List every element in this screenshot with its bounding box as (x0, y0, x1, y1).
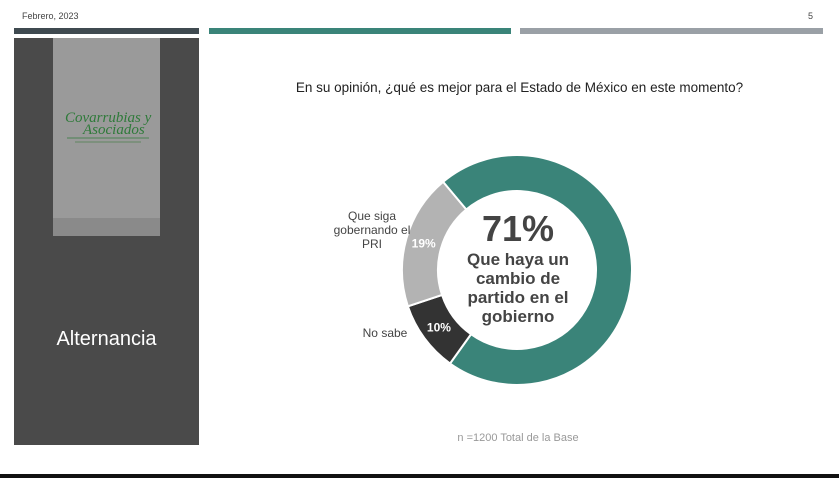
bottom-line (0, 474, 839, 478)
logo-image: Covarrubias y Asociados (65, 110, 152, 143)
section-title: Alternancia (56, 328, 157, 350)
logo: Covarrubias y Asociados (53, 38, 160, 218)
date-label: Febrero, 2023 (22, 11, 79, 21)
svg-text:Covarrubias y: Covarrubias y (65, 110, 152, 126)
label-no-sabe: No sabe (362, 326, 408, 340)
base-note: n =1200 Total de la Base (457, 432, 579, 444)
donut-slice (441, 154, 633, 386)
header-bar-teal (209, 28, 511, 34)
slice-value-label: 10% (427, 321, 451, 335)
svg-text:Asociados: Asociados (82, 122, 145, 138)
main-label: Que haya un cambio de partido en el gobi… (466, 250, 570, 326)
header-bar-gray (520, 28, 823, 34)
label-pri: Que siga gobernando el PRI (333, 209, 411, 251)
chart-title: En su opinión, ¿qué es mejor para el Est… (295, 80, 744, 95)
header-bar-dark (14, 28, 199, 34)
page-number: 5 (808, 11, 814, 21)
donut-slice (401, 180, 468, 308)
slice-value-label: 19% (412, 237, 436, 251)
logo-band (53, 218, 160, 236)
main-percent: 71% (481, 208, 555, 249)
